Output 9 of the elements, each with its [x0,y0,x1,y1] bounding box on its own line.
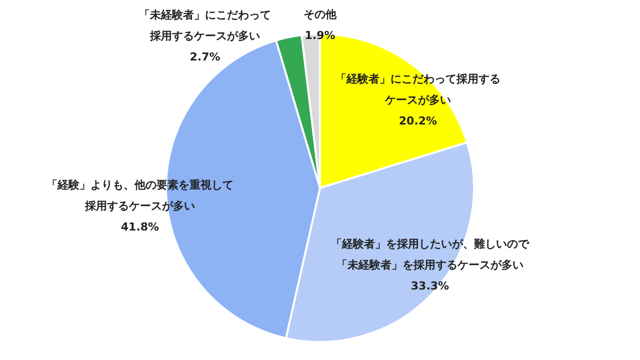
slice-label: 「経験」よりも、他の要素を重視して採用するケースが多い [46,178,234,214]
slice-label: 「未経験者」にこだわって採用するケースが多い [138,8,272,44]
data-label: 1.9% [304,28,336,44]
data-label: 20.2% [398,114,438,130]
data-label: 33.3% [410,278,450,294]
data-label: 2.7% [188,50,222,66]
data-label: 41.8% [120,220,160,236]
slice-label: その他 [302,7,338,23]
slice-label: 「経験者」を採用したいが、難しいので「未経験者」を採用するケースが多い [330,236,530,274]
